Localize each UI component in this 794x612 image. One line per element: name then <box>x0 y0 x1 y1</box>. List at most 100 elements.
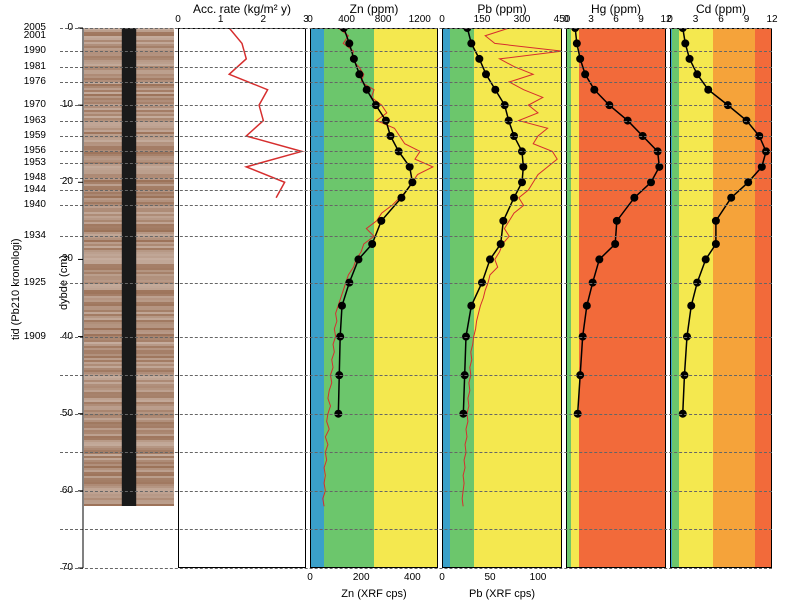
cd-point <box>683 333 691 341</box>
zn-point <box>345 39 353 47</box>
hg-point <box>573 39 581 47</box>
time-tick: 1940 <box>24 199 46 210</box>
cd-point <box>755 132 763 140</box>
hg-point <box>654 147 662 155</box>
pb-plot <box>442 28 562 568</box>
gridline <box>60 568 772 569</box>
cd-point <box>693 70 701 78</box>
depth-tick: 30 <box>62 253 73 264</box>
cd-point <box>686 55 694 63</box>
hg-point <box>639 132 647 140</box>
pb-title: Pb (ppm) <box>442 2 562 16</box>
cd-point <box>758 163 766 171</box>
zn-bottom-tick: 0 <box>298 572 322 583</box>
pb-point <box>499 217 507 225</box>
pb-bottom-tick: 50 <box>478 572 502 583</box>
acc_rate-title: Acc. rate (kg/m² y) <box>178 2 306 16</box>
cd-point <box>712 240 720 248</box>
cd-point <box>724 101 732 109</box>
zn-point <box>338 302 346 310</box>
time-tick: 1925 <box>24 277 46 288</box>
hg-point <box>605 101 613 109</box>
zn-point <box>334 410 342 418</box>
hg-point <box>576 55 584 63</box>
pb-red-line <box>462 28 562 506</box>
zn-point <box>372 101 380 109</box>
depth-tick-column: 010203040506070 <box>53 0 73 612</box>
zn-black-line <box>338 28 412 414</box>
zn-point <box>350 55 358 63</box>
time-tick: 1970 <box>24 99 46 110</box>
pb-top-tick: 300 <box>510 14 534 25</box>
pb-bottom-tick: 100 <box>526 572 550 583</box>
pb-point <box>501 101 509 109</box>
pb-top-tick: 150 <box>470 14 494 25</box>
zn-point <box>355 70 363 78</box>
time-tick: 1981 <box>24 61 46 72</box>
zn-point <box>382 117 390 125</box>
cd-point <box>687 302 695 310</box>
acc_rate-plot <box>178 28 306 568</box>
time-tick: 1948 <box>24 172 46 183</box>
time-tick: 1953 <box>24 157 46 168</box>
time-tick: 1934 <box>24 230 46 241</box>
hg-top-tick: 3 <box>579 14 603 25</box>
zn-top-tick: 1200 <box>408 14 432 25</box>
pb-point <box>510 132 518 140</box>
pb-point <box>518 147 526 155</box>
zn-point <box>335 371 343 379</box>
zn-top-tick: 400 <box>335 14 359 25</box>
acc_rate-top-tick: 0 <box>166 14 190 25</box>
pb-point <box>505 117 513 125</box>
zn-point <box>397 194 405 202</box>
hg-point <box>611 240 619 248</box>
hg-top-tick: 0 <box>554 14 578 25</box>
hg-point <box>655 163 663 171</box>
cd-point <box>680 371 688 379</box>
cd-top-tick: 9 <box>735 14 759 25</box>
cd-top-tick: 3 <box>684 14 708 25</box>
cd-point <box>712 217 720 225</box>
hg-point <box>574 410 582 418</box>
hg-point <box>589 279 597 287</box>
zn-bottom-tick: 400 <box>400 572 424 583</box>
time-tick-column: 2005200119901981197619701963195919561953… <box>12 0 46 612</box>
zn-bottom-label: Zn (XRF cps) <box>310 588 438 600</box>
hg-point <box>647 178 655 186</box>
hg-point <box>576 371 584 379</box>
hg-top-tick: 6 <box>604 14 628 25</box>
pb-point <box>486 255 494 263</box>
depth-tick: 60 <box>62 485 73 496</box>
depth-tick: 10 <box>62 99 73 110</box>
pb-point <box>475 55 483 63</box>
cd-plot <box>670 28 772 568</box>
time-tick: 1944 <box>24 184 46 195</box>
time-tick: 1956 <box>24 145 46 156</box>
zn-bottom-tick: 200 <box>349 572 373 583</box>
time-tick: 1959 <box>24 130 46 141</box>
cd-point <box>727 194 735 202</box>
time-tick: 1909 <box>24 331 46 342</box>
zn-point <box>363 86 371 94</box>
time-tick: 2001 <box>24 30 46 41</box>
zn-top-tick: 800 <box>371 14 395 25</box>
cd-top-tick: 12 <box>760 14 784 25</box>
zn-point <box>377 217 385 225</box>
pb-point <box>461 371 469 379</box>
time-tick: 1976 <box>24 76 46 87</box>
cd-top-tick: 6 <box>709 14 733 25</box>
hg-point <box>579 333 587 341</box>
acc_rate-top-tick: 2 <box>251 14 275 25</box>
cd-point <box>743 117 751 125</box>
pb-bottom-tick: 0 <box>430 572 454 583</box>
pb-point <box>467 39 475 47</box>
zn-point <box>395 147 403 155</box>
pb-top-tick: 0 <box>430 14 454 25</box>
zn-plot <box>310 28 438 568</box>
cd-point <box>704 86 712 94</box>
core-photo <box>84 28 174 506</box>
time-tick: 1963 <box>24 115 46 126</box>
acc-rate-line <box>229 28 302 198</box>
cd-point <box>702 255 710 263</box>
pb-point <box>467 302 475 310</box>
